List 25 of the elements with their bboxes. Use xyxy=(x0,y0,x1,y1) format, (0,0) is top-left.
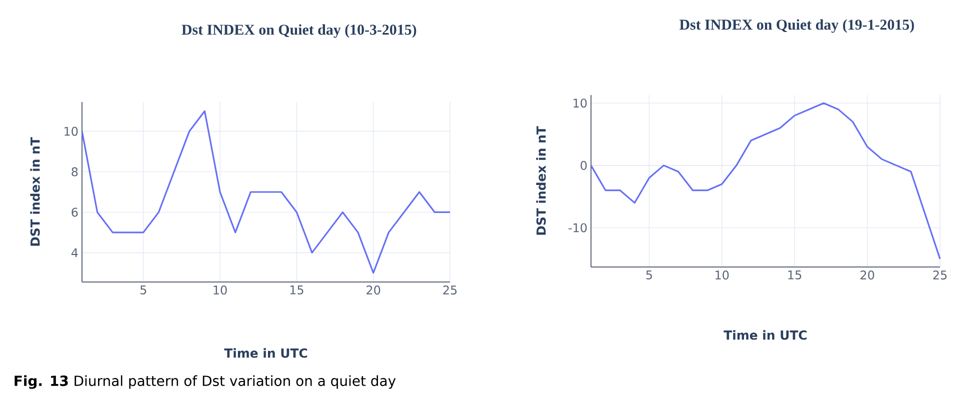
y-tick-label: -10 xyxy=(568,223,587,232)
x-tick-label: 5 xyxy=(646,270,652,280)
chart-title: Dst INDEX on Quiet day (10-3-2015) xyxy=(182,24,416,38)
y-tick-label: 10 xyxy=(64,126,78,136)
x-tick-label: 20 xyxy=(366,286,380,295)
x-axis-title: Time in UTC xyxy=(224,348,308,358)
x-tick-label: 25 xyxy=(933,270,947,280)
chart-title: Dst INDEX on Quiet day (19-1-2015) xyxy=(680,19,914,33)
x-tick-label: 20 xyxy=(860,270,874,280)
x-tick-label: 10 xyxy=(214,286,227,295)
y-axis-title: DST index in nT xyxy=(30,137,40,246)
x-tick-label: 15 xyxy=(788,270,802,280)
y-tick-label: 6 xyxy=(72,208,78,217)
line-series xyxy=(590,102,941,260)
y-tick-label: 4 xyxy=(71,248,78,258)
y-tick-label: 10 xyxy=(574,98,587,108)
y-tick-label: 8 xyxy=(72,167,78,176)
text: Fig. 13 Diurnal pattern of Dst variation on a quiet day xyxy=(14,375,396,389)
x-axis-title: Time in UTC xyxy=(724,330,807,340)
x-tick-label: 5 xyxy=(140,286,146,294)
x-tick-label: 15 xyxy=(290,286,304,294)
x-tick-label: 10 xyxy=(716,270,729,280)
y-tick-label: 0 xyxy=(580,160,587,170)
y-axis-title: DST index in nT xyxy=(536,126,546,235)
x-tick-label: 25 xyxy=(443,286,457,295)
